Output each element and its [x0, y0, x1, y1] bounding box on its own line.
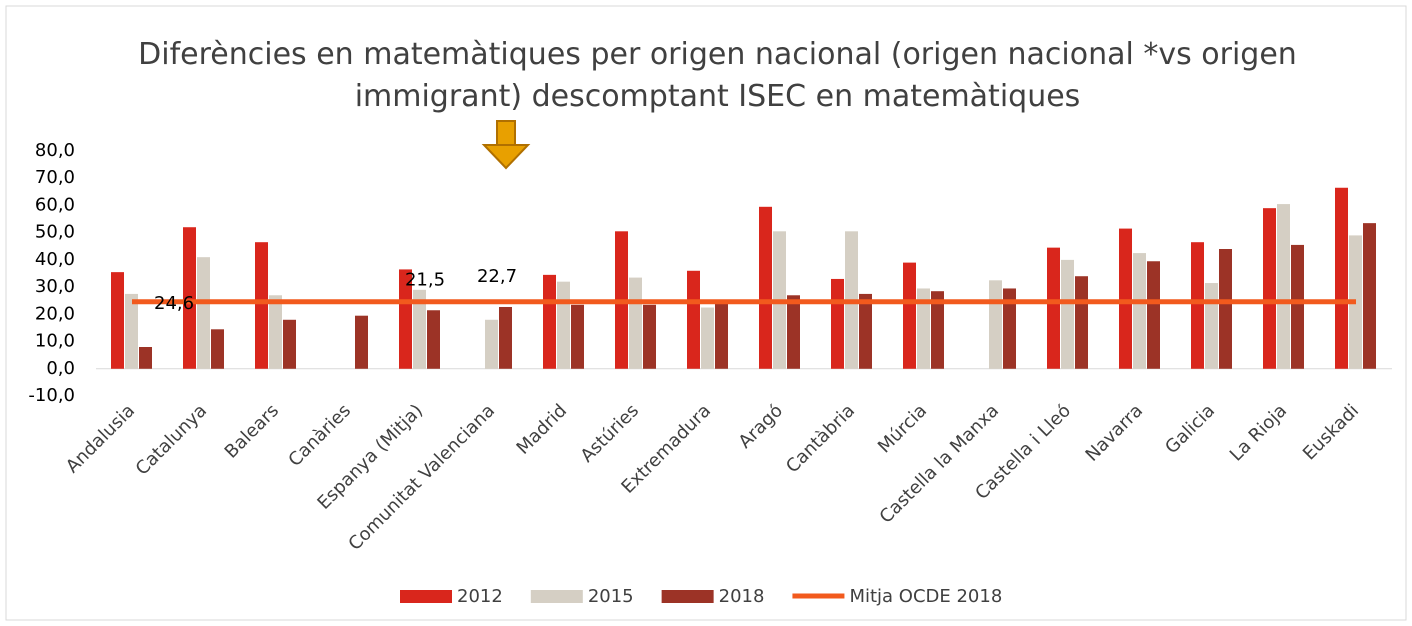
- bar: [1191, 242, 1204, 369]
- bar: [1291, 244, 1304, 369]
- bar: [413, 289, 426, 369]
- bar: [687, 270, 700, 369]
- legend-label: Mitja OCDE 2018: [849, 586, 1002, 607]
- legend-label: 2018: [719, 586, 765, 607]
- legend-swatch: [661, 590, 714, 603]
- y-tick-label: 10,0: [35, 331, 75, 352]
- bar: [931, 291, 944, 369]
- bar: [1003, 288, 1016, 369]
- bar: [1335, 187, 1348, 369]
- bar: [571, 304, 584, 369]
- arrow-icon: [481, 120, 531, 170]
- y-tick-label: 50,0: [35, 222, 75, 243]
- bar: [543, 274, 556, 369]
- data-label: 21,5: [405, 269, 445, 290]
- bar: [1147, 261, 1160, 369]
- bar: [1277, 204, 1290, 369]
- bar: [557, 281, 570, 369]
- bar: [1219, 249, 1232, 369]
- bar: [197, 257, 210, 369]
- bar: [787, 295, 800, 369]
- bar: [1047, 247, 1060, 369]
- bar: [211, 329, 224, 369]
- bar: [269, 295, 282, 369]
- y-tick-label: 40,0: [35, 249, 75, 270]
- y-tick-label: 0,0: [46, 358, 75, 379]
- y-tick-label: 70,0: [35, 167, 75, 188]
- data-label: 24,6: [154, 293, 194, 314]
- bar: [759, 206, 772, 369]
- y-tick-label: 20,0: [35, 303, 75, 324]
- bar: [917, 288, 930, 369]
- bar: [1119, 228, 1132, 369]
- bar: [255, 242, 268, 369]
- y-tick-label: 80,0: [35, 140, 75, 161]
- legend-label: 2012: [457, 586, 503, 607]
- bar: [903, 262, 916, 369]
- legend-swatch: [400, 590, 452, 603]
- bar: [125, 293, 138, 369]
- legend-swatch: [530, 590, 583, 603]
- bar: [629, 277, 642, 369]
- bar: [499, 306, 512, 369]
- bar: [355, 315, 368, 369]
- bar: [111, 272, 124, 369]
- bar: [485, 319, 498, 369]
- bar: [183, 227, 196, 369]
- bar: [399, 269, 412, 369]
- bar: [701, 307, 714, 369]
- bar: [989, 280, 1002, 369]
- bar: [1075, 276, 1088, 369]
- bar: [283, 319, 296, 369]
- data-label: 22,7: [477, 266, 517, 287]
- bar: [1363, 223, 1376, 369]
- y-tick-label: -10,0: [28, 385, 75, 406]
- y-tick-label: 30,0: [35, 276, 75, 297]
- bar: [643, 304, 656, 369]
- bar: [715, 302, 728, 369]
- y-tick-label: 60,0: [35, 194, 75, 215]
- legend-label: 2015: [588, 586, 634, 607]
- bar: [139, 347, 152, 369]
- bar: [427, 310, 440, 369]
- bar: [1061, 259, 1074, 369]
- bar: [1263, 208, 1276, 369]
- bar: [1133, 253, 1146, 369]
- chart-title: Diferències en matemàtiques per origen n…: [138, 37, 1297, 114]
- bar: [1205, 283, 1218, 369]
- bar: [831, 278, 844, 369]
- bar: [859, 293, 872, 369]
